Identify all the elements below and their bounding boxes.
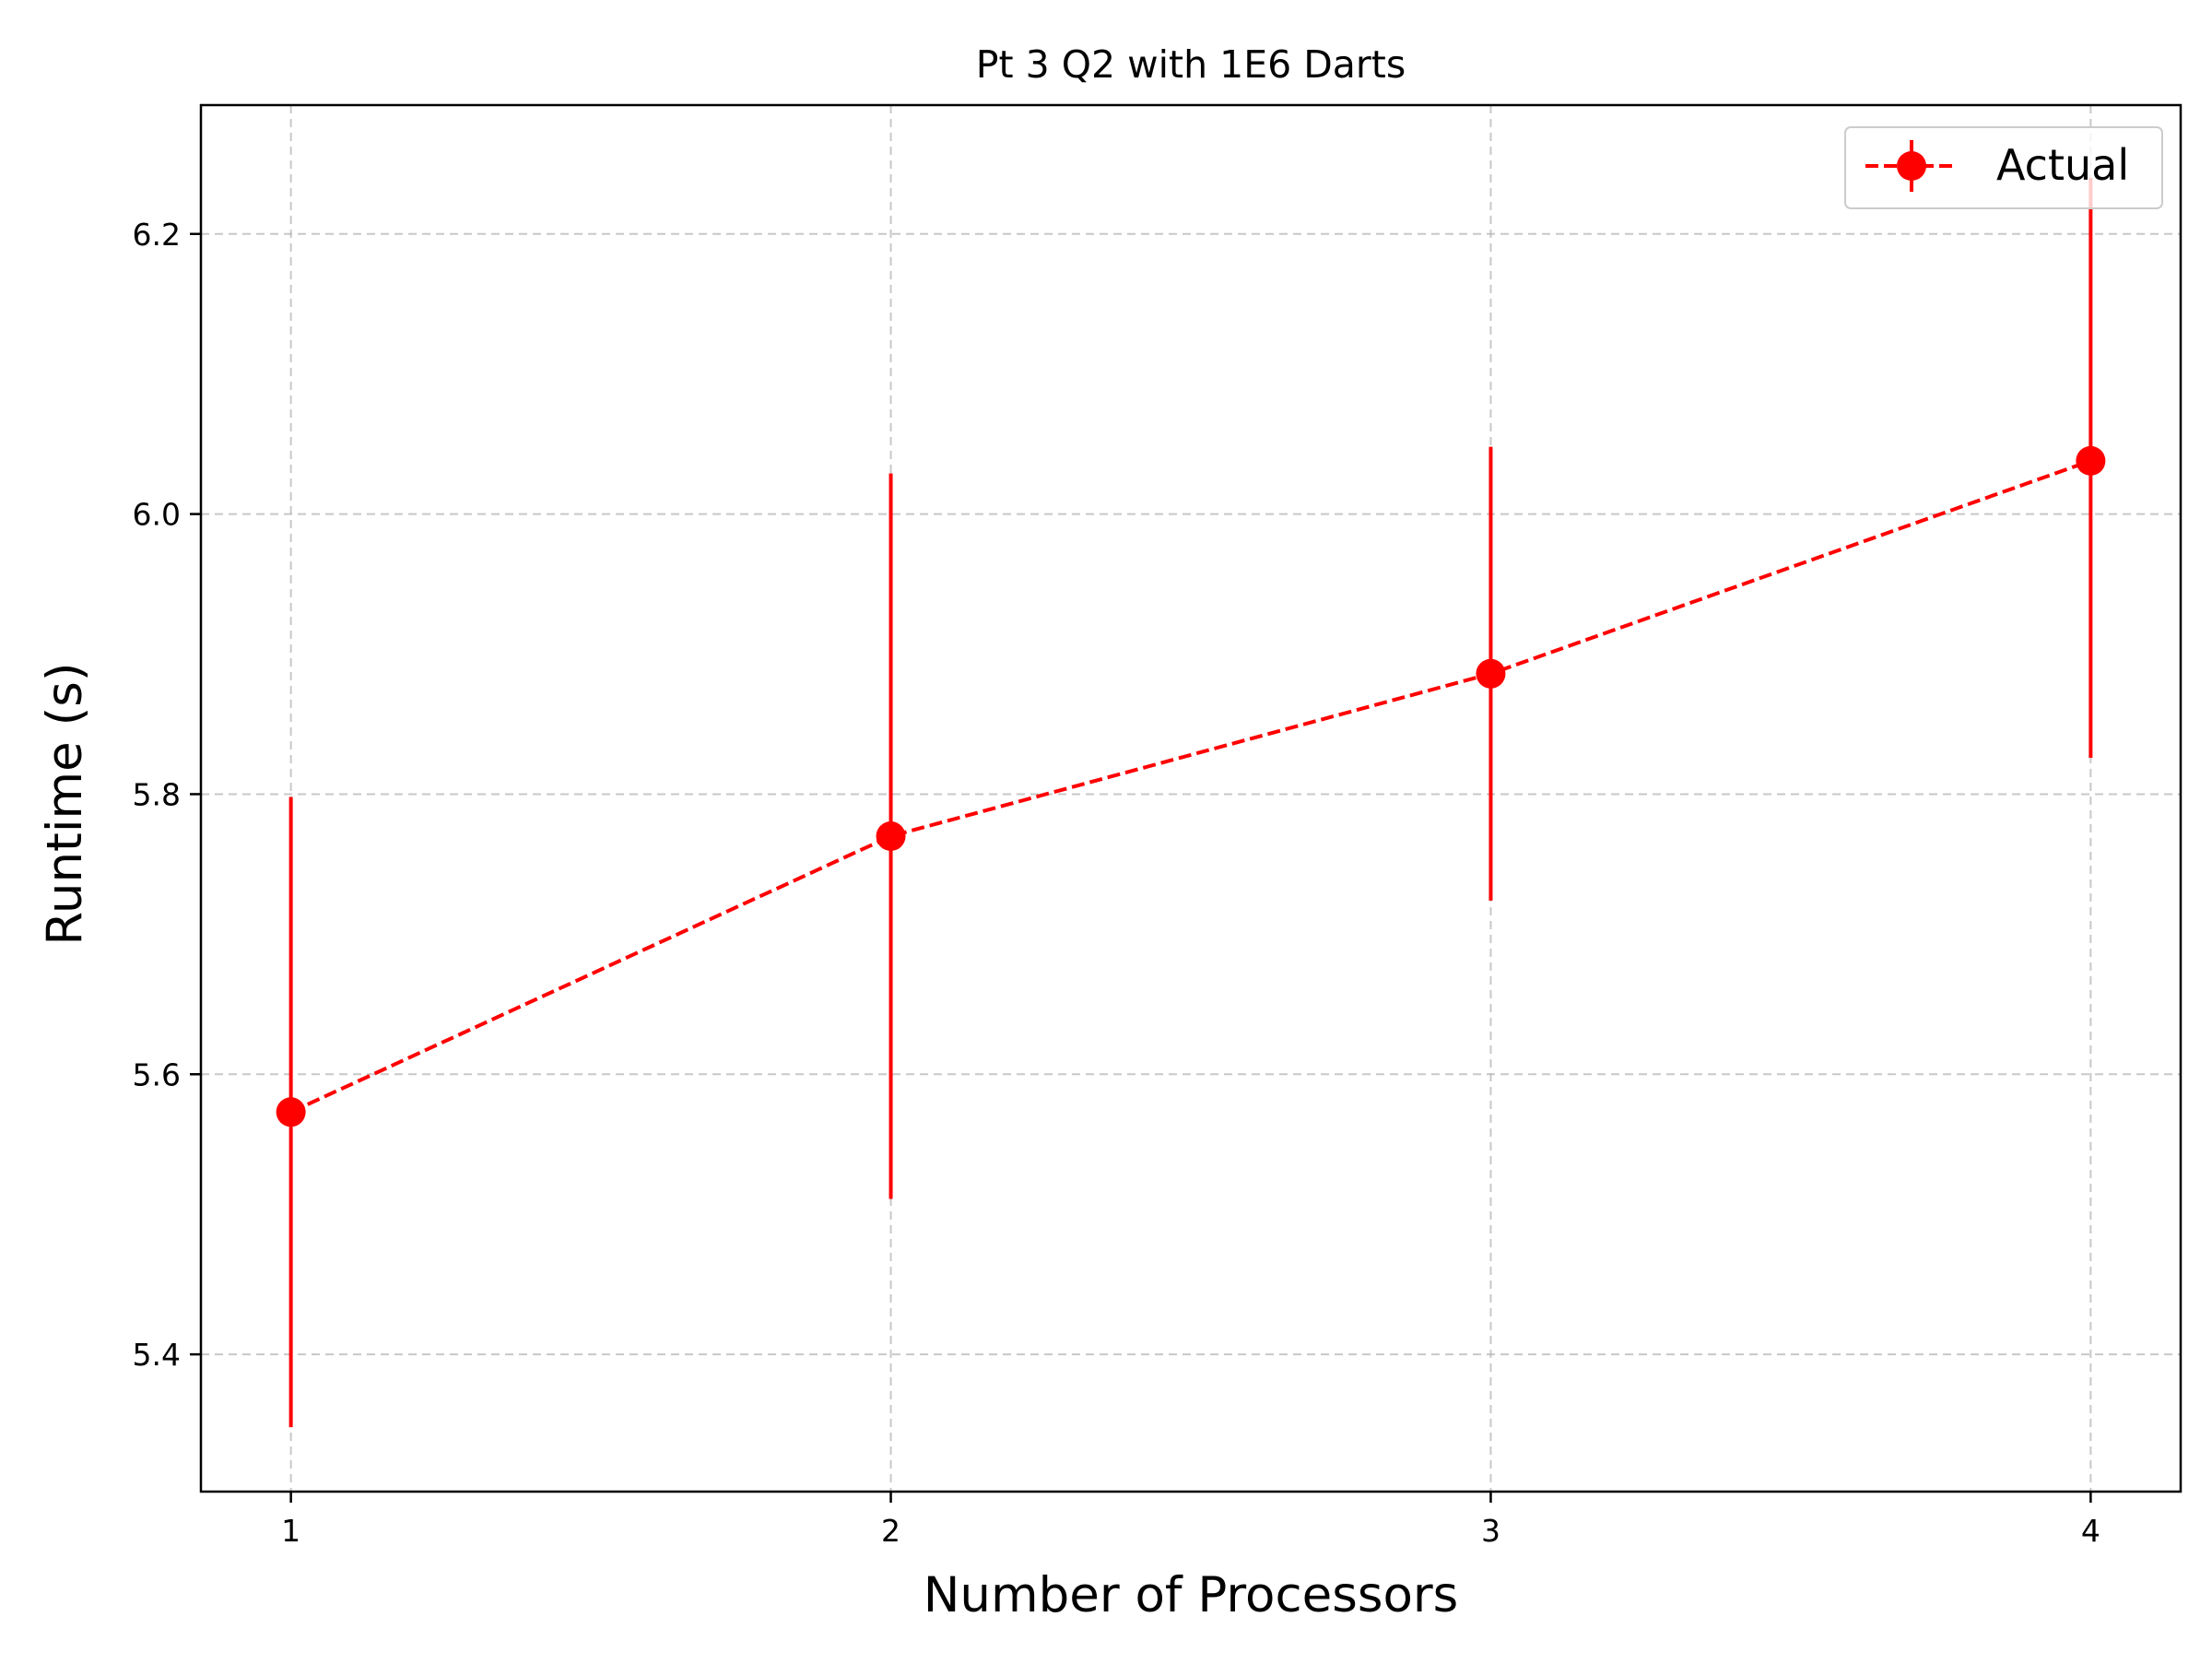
y-tick-label: 6.2 [133,217,181,253]
data-point [276,1097,306,1127]
legend-marker-swatch [1897,151,1926,181]
axis-ticks: 1 2 3 4 5.4 5.6 5.8 6.0 6.2 [133,217,2100,1549]
chart-title: Pt 3 Q2 with 1E6 Darts [976,42,1406,87]
x-tick-label: 1 [281,1513,300,1549]
y-tick-label: 6.0 [133,497,181,533]
grid-lines [201,105,2181,1492]
x-tick-label: 4 [2081,1513,2100,1549]
y-axis-title: Runtime (s) [37,662,93,945]
legend: Actual [1844,126,2163,209]
y-tick-label: 5.4 [133,1337,181,1373]
data-point [2076,445,2106,476]
series-line [289,458,2092,1115]
y-tick-label: 5.8 [133,776,181,812]
y-tick-label: 5.6 [133,1056,181,1092]
series-layer [276,177,2106,1428]
plot-area-frame [199,103,2183,1493]
x-axis-title: Number of Processors [924,1567,1459,1623]
legend-label-actual: Actual [1996,140,2129,190]
data-point [1476,658,1506,689]
x-tick-label: 3 [1481,1513,1500,1549]
legend-box [1844,126,2163,209]
x-tick-label: 2 [881,1513,900,1549]
data-point [876,821,906,852]
